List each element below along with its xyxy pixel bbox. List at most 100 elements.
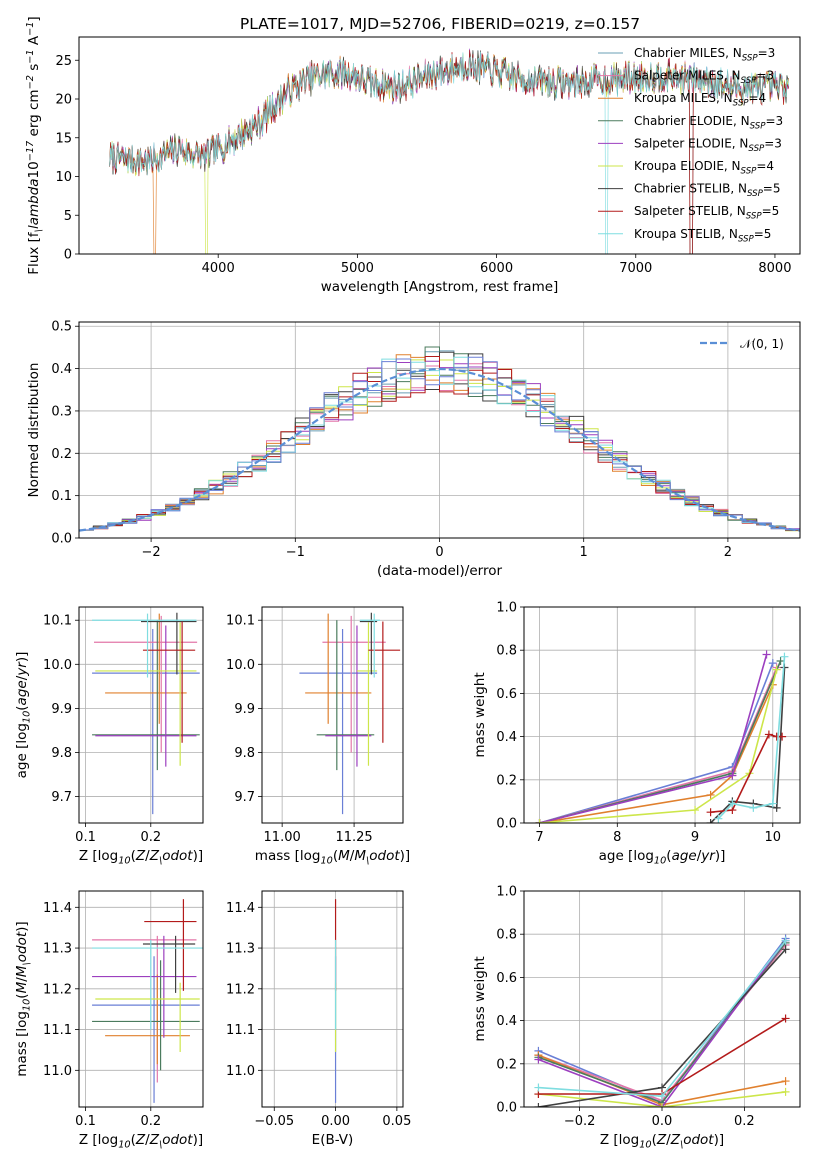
x-axis-label: Z [log10(Z/Z\odot)] bbox=[79, 1132, 203, 1151]
text-run: / bbox=[697, 848, 702, 864]
y-axis-label: Normed distribution bbox=[26, 363, 42, 498]
axes-frame bbox=[78, 321, 801, 539]
x-axis-label: wavelength [Angstrom, rest frame] bbox=[321, 279, 559, 295]
errorbar-point-5 bbox=[95, 622, 197, 766]
weight-marker bbox=[781, 1087, 790, 1096]
panel-age-Z: 0.1 0.2 9.7 9.8 9.9 10.0 10.1 bbox=[43, 606, 204, 845]
text-run: \ bbox=[159, 856, 162, 867]
y-tick-label: 11.2 bbox=[226, 982, 255, 997]
y-tick-label: 1.0 bbox=[496, 601, 517, 616]
text-run: Kroupa ELODIE, N bbox=[634, 159, 741, 173]
weight-marker bbox=[706, 819, 715, 823]
text-run: 10 bbox=[639, 1140, 651, 1151]
text-run: ( bbox=[333, 848, 338, 864]
errorbar-point-1 bbox=[322, 615, 386, 753]
text-run: ( bbox=[131, 1132, 136, 1148]
errorbar-point-7 bbox=[142, 621, 196, 743]
text-run: \ bbox=[34, 229, 45, 232]
spectrum-title: PLATE=1017, MJD=52706, FIBERID=0219, z=0… bbox=[240, 15, 640, 33]
text-run: ( bbox=[14, 993, 30, 998]
text-run: )] bbox=[714, 1132, 725, 1148]
errorbar-point-4 bbox=[92, 935, 197, 1038]
y-tick-label: 0.4 bbox=[51, 362, 72, 377]
weight-marker bbox=[728, 771, 737, 780]
errorbar-point-7 bbox=[368, 621, 401, 743]
text-run: age bbox=[672, 848, 697, 864]
y-tick-label: 10.0 bbox=[226, 658, 255, 673]
weight-marker bbox=[781, 936, 790, 945]
text-run: Salpeter STELIB, N bbox=[634, 204, 746, 218]
text-run: Kroupa STELIB, N bbox=[634, 227, 738, 241]
weight-marker bbox=[781, 1077, 790, 1086]
errorbar-point-8 bbox=[92, 939, 203, 1030]
legend-label: Chabrier STELIB, NSSP=5 bbox=[634, 182, 781, 200]
x-tick-label: 0 bbox=[435, 545, 443, 560]
axes-frame bbox=[523, 606, 801, 824]
text-run: M bbox=[14, 981, 30, 993]
y-tick-label: 11.3 bbox=[226, 942, 255, 957]
text-run: =4 bbox=[756, 159, 774, 173]
errorbar-point-4 bbox=[95, 625, 197, 767]
x-axis-label: Z [log10(Z/Z\odot)] bbox=[600, 1132, 724, 1151]
weight-line-5 bbox=[539, 669, 778, 823]
text-run: ( bbox=[131, 848, 136, 864]
x-axis-label: mass [log10(M/M\odot)] bbox=[255, 848, 410, 867]
text-run: Flux [f bbox=[26, 231, 42, 275]
text-run: SSP bbox=[750, 121, 767, 131]
errorbar-point-2 bbox=[305, 613, 372, 724]
errorbar-point-6 bbox=[142, 935, 196, 993]
text-run: mass [log bbox=[255, 848, 321, 864]
text-run: mass weight bbox=[472, 672, 488, 757]
y-tick-label: 9.8 bbox=[234, 746, 255, 761]
text-run: =3 bbox=[764, 136, 782, 150]
errorbar-point-0 bbox=[92, 629, 200, 815]
y-tick-label: 9.7 bbox=[51, 790, 72, 805]
weight-line-2 bbox=[539, 684, 774, 823]
text-run: mass [log bbox=[14, 1011, 30, 1077]
errorbar-point-0 bbox=[299, 629, 378, 815]
y-tick-label: 10.1 bbox=[43, 614, 72, 629]
weight-marker bbox=[534, 1083, 543, 1092]
x-tick-label: 0.05 bbox=[382, 1114, 411, 1129]
weight-line-8 bbox=[717, 656, 786, 820]
y-tick-label: 0.3 bbox=[51, 404, 72, 419]
y-tick-label: 11.0 bbox=[43, 1064, 72, 1079]
y-axis-label: mass weight bbox=[472, 956, 488, 1041]
legend-label: Kroupa ELODIE, NSSP=4 bbox=[634, 159, 774, 177]
y-tick-label: 0.6 bbox=[496, 971, 517, 986]
x-tick-label: −1 bbox=[286, 545, 305, 560]
panel-weight-age: 7 8 9 10 0.0 0.2 0.4 0.6 0.8 1.0 bbox=[496, 601, 801, 845]
errorbar-point-2 bbox=[105, 974, 190, 1065]
text-run: \ bbox=[680, 1140, 683, 1151]
text-run: )] bbox=[400, 848, 411, 864]
weight-marker bbox=[776, 657, 785, 665]
errorbar-point-0 bbox=[92, 956, 200, 1103]
axes-frame bbox=[261, 890, 404, 1108]
residual-legend: 𝒩(0, 1) bbox=[700, 337, 784, 351]
x-tick-label: 10 bbox=[765, 830, 782, 845]
weight-marker bbox=[762, 650, 771, 659]
x-tick-label: 9 bbox=[691, 830, 699, 845]
gaussian-curve bbox=[79, 367, 800, 532]
text-run: =3 bbox=[758, 46, 776, 60]
y-tick-label: 20 bbox=[55, 93, 72, 108]
text-run: yr bbox=[14, 661, 30, 677]
y-tick-label: 0.2 bbox=[51, 447, 72, 462]
weight-marker bbox=[706, 790, 715, 799]
text-run: odot bbox=[14, 931, 30, 962]
x-tick-label: 11.25 bbox=[335, 830, 372, 845]
text-run: )] bbox=[14, 652, 30, 663]
x-tick-label: 0.2 bbox=[140, 830, 161, 845]
histogram-9 bbox=[79, 356, 800, 531]
errorbar-point-2 bbox=[105, 613, 187, 724]
x-tick-label: 1 bbox=[580, 545, 588, 560]
text-run: −1 bbox=[25, 49, 36, 63]
y-tick-label: 9.7 bbox=[234, 790, 255, 805]
text-run: Z bbox=[656, 1132, 667, 1148]
plot-area-mass-Z bbox=[92, 899, 203, 1103]
errorbar-point-1 bbox=[92, 935, 197, 1083]
x-tick-label: 0.2 bbox=[140, 1114, 161, 1129]
text-run: =3 bbox=[756, 69, 774, 83]
spectrum-line-8 bbox=[109, 51, 789, 254]
y-axis-label: mass weight bbox=[472, 672, 488, 757]
